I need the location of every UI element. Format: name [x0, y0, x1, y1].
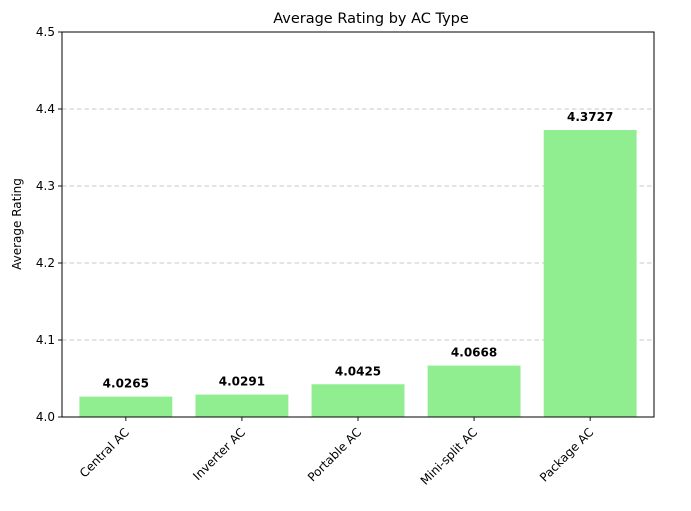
x-tick-label: Package AC	[537, 425, 596, 484]
bars	[79, 130, 637, 417]
y-tick-label: 4.1	[36, 333, 55, 347]
data-label: 4.0425	[335, 364, 381, 378]
y-axis-title: Average Rating	[10, 178, 24, 270]
x-tick-label: Mini-split AC	[418, 425, 481, 488]
grid-lines	[62, 108, 654, 341]
data-label: 4.3727	[567, 110, 613, 124]
y-tick-label: 4.3	[36, 179, 55, 193]
data-label: 4.0291	[219, 375, 265, 389]
y-tick-label: 4.4	[36, 102, 55, 116]
plot-frame	[61, 31, 655, 418]
bar	[427, 365, 521, 417]
x-tick-label: Inverter AC	[190, 425, 248, 483]
x-tick-label: Central AC	[77, 425, 132, 480]
y-tick-label: 4.2	[36, 256, 55, 270]
data-label: 4.0668	[451, 346, 497, 360]
y-tick-label: 4.5	[36, 25, 55, 39]
bar	[195, 394, 289, 417]
bar	[79, 396, 173, 417]
data-label: 4.0265	[103, 377, 149, 391]
bar	[311, 384, 405, 417]
bar	[543, 130, 637, 417]
x-tick-label: Portable AC	[305, 425, 364, 484]
chart-title: Average Rating by AC Type	[273, 11, 469, 27]
data-labels: 4.0265 4.0291 4.0425 4.0668 4.3727	[103, 110, 614, 391]
y-tick-label: 4.0	[36, 410, 55, 424]
